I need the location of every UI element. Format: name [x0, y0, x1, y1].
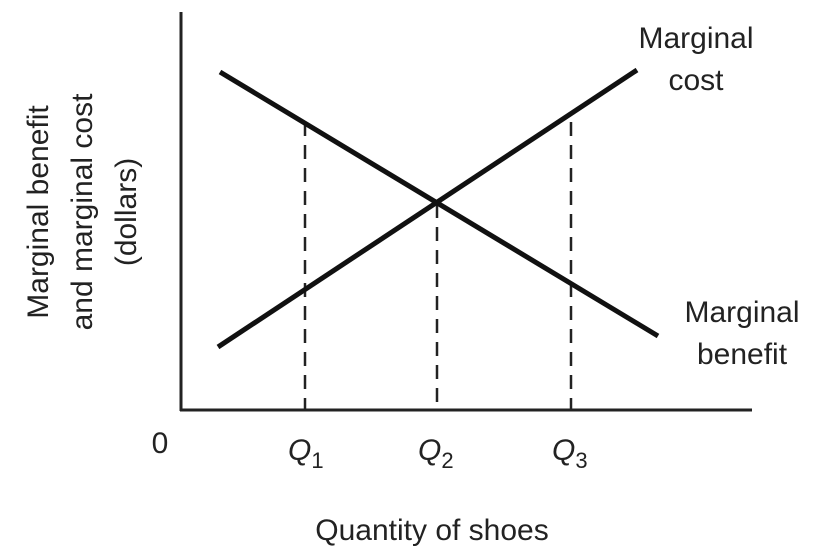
marker-labels: Q1 Q2 Q3: [288, 434, 588, 473]
marker-label: Q1: [288, 434, 324, 473]
marker-subscript: 3: [575, 448, 587, 473]
y-axis-label-line: and marginal cost: [66, 93, 99, 330]
marginal-cost-curve: [216, 67, 639, 350]
y-axis-label-line: Marginal benefit: [22, 105, 55, 319]
curve-label: benefit: [697, 338, 788, 371]
curve-label: Marginal: [684, 296, 799, 329]
y-axis-label-line: (dollars): [110, 158, 143, 266]
marker-symbol: Q: [552, 434, 575, 467]
marker-label: Q2: [418, 434, 454, 473]
marker-subscript: 1: [311, 448, 323, 473]
curve-label: Marginal: [638, 22, 753, 55]
marker-subscript: 2: [441, 448, 453, 473]
x-axis-label: Quantity of shoes: [315, 514, 548, 547]
marker-symbol: Q: [288, 434, 311, 467]
marginal-benefit-curve: [218, 69, 660, 339]
y-axis-label: Marginal benefit and marginal cost (doll…: [22, 93, 143, 330]
origin-label: 0: [152, 427, 169, 460]
marker-label: Q3: [552, 434, 588, 473]
marker-symbol: Q: [418, 434, 441, 467]
curve-label: cost: [668, 64, 724, 97]
